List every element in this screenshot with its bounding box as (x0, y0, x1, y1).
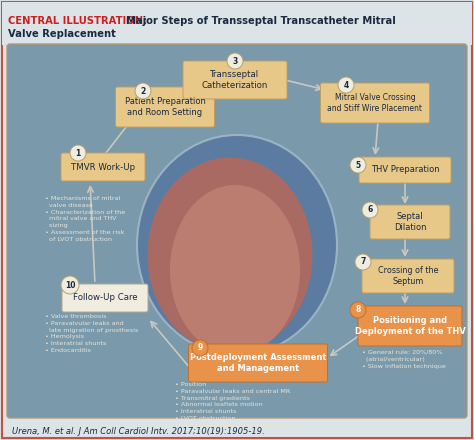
Text: Mitral Valve Crossing
and Stiff Wire Placement: Mitral Valve Crossing and Stiff Wire Pla… (328, 93, 422, 113)
Text: Septal
Dilation: Septal Dilation (394, 212, 426, 232)
FancyBboxPatch shape (7, 44, 467, 418)
Text: 7: 7 (360, 257, 365, 267)
Text: 5: 5 (356, 161, 361, 169)
Text: Positioning and
Deployment of the THV: Positioning and Deployment of the THV (355, 316, 465, 336)
FancyBboxPatch shape (2, 2, 472, 45)
Text: CENTRAL ILLUSTRATION:: CENTRAL ILLUSTRATION: (8, 16, 147, 26)
FancyBboxPatch shape (358, 306, 462, 346)
Circle shape (61, 276, 79, 294)
Text: THV Preparation: THV Preparation (371, 165, 439, 175)
Circle shape (135, 83, 151, 99)
Circle shape (227, 53, 243, 69)
FancyBboxPatch shape (62, 284, 148, 312)
FancyBboxPatch shape (189, 344, 328, 382)
Circle shape (338, 77, 354, 93)
Circle shape (350, 157, 366, 173)
Circle shape (355, 254, 371, 270)
Text: • Position
• Paravalvular leaks and central MR
• Transmitral gradients
• Abnorma: • Position • Paravalvular leaks and cent… (175, 382, 296, 428)
Ellipse shape (147, 158, 312, 352)
Circle shape (350, 302, 366, 318)
Ellipse shape (137, 135, 337, 355)
Text: Postdeployment Assessment
and Management: Postdeployment Assessment and Management (190, 353, 326, 373)
FancyBboxPatch shape (183, 61, 287, 99)
Text: 2: 2 (140, 87, 146, 95)
Circle shape (192, 340, 208, 356)
Text: Follow-Up Care: Follow-Up Care (73, 293, 137, 302)
FancyBboxPatch shape (61, 153, 145, 181)
Text: Valve Replacement: Valve Replacement (8, 29, 116, 39)
Text: 3: 3 (232, 56, 237, 66)
Text: Transseptal
Catheterization: Transseptal Catheterization (202, 70, 268, 90)
Text: 4: 4 (343, 81, 348, 89)
Circle shape (70, 145, 86, 161)
FancyBboxPatch shape (362, 259, 454, 293)
Text: Crossing of the
Septum: Crossing of the Septum (378, 266, 438, 286)
Text: • Mechanisms of mitral
  valve disease
• Characterization of the
  mitral valve : • Mechanisms of mitral valve disease • C… (45, 196, 125, 242)
Circle shape (362, 202, 378, 218)
Text: 10: 10 (65, 281, 75, 290)
Ellipse shape (170, 185, 300, 355)
Text: 1: 1 (75, 148, 81, 158)
Text: Major Steps of Transseptal Transcatheter Mitral: Major Steps of Transseptal Transcatheter… (126, 16, 396, 26)
Text: • Valve thrombosis
• Paravalvular leaks and
  late migration of prosthesis
• Hem: • Valve thrombosis • Paravalvular leaks … (45, 314, 138, 353)
FancyBboxPatch shape (320, 83, 429, 123)
Text: 9: 9 (197, 344, 202, 352)
Text: Urena, M. et al. J Am Coll Cardiol Intv. 2017;10(19):1905-19.: Urena, M. et al. J Am Coll Cardiol Intv.… (12, 427, 265, 436)
Text: 6: 6 (367, 205, 373, 214)
FancyBboxPatch shape (116, 87, 215, 127)
Text: 8: 8 (356, 305, 361, 315)
Text: Patient Preparation
and Room Setting: Patient Preparation and Room Setting (125, 97, 205, 117)
FancyBboxPatch shape (370, 205, 450, 239)
Text: • General rule: 20%/80%
  (atrial/ventricular)
• Slow inflation technique: • General rule: 20%/80% (atrial/ventricu… (362, 350, 446, 369)
Text: TMVR Work-Up: TMVR Work-Up (71, 162, 135, 172)
FancyBboxPatch shape (359, 157, 451, 183)
